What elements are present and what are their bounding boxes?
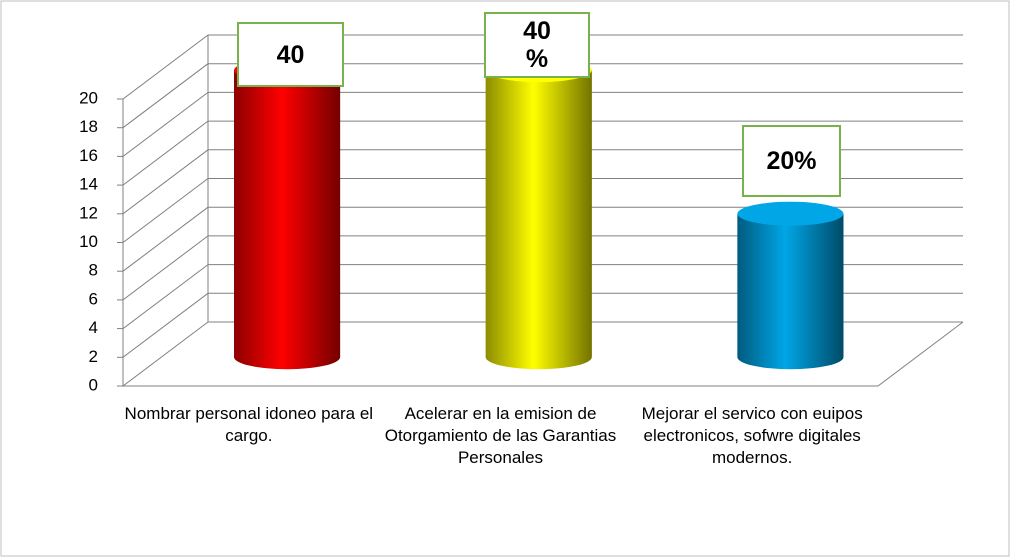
bar xyxy=(234,70,341,370)
y-tick-label: 18 xyxy=(79,117,98,136)
grid-line xyxy=(122,292,209,358)
grid-line xyxy=(122,34,209,100)
y-tick-label: 4 xyxy=(89,318,98,337)
grid-line xyxy=(122,92,209,157)
bar-top xyxy=(737,201,844,226)
grid-line xyxy=(122,120,209,186)
y-tick-label: 2 xyxy=(89,347,98,366)
grid-line xyxy=(122,264,209,329)
data-annotation: 40 % xyxy=(484,12,590,78)
x-tick-label: Nombrar personal idoneo para el cargo. xyxy=(124,404,374,445)
x-tick-label: Mejorar el servico con euipos electronic… xyxy=(641,404,863,467)
grid-line xyxy=(122,149,209,215)
data-annotation: 40 xyxy=(237,22,344,87)
grid-line xyxy=(122,235,209,301)
data-annotation: 20% xyxy=(742,125,841,197)
x-tick-label: Acelerar en la emision de Otorgamiento d… xyxy=(384,404,617,467)
y-tick-label: 20 xyxy=(79,88,98,107)
y-tick-label: 0 xyxy=(89,375,98,394)
y-tick-label: 12 xyxy=(79,203,98,222)
y-tick-label: 16 xyxy=(79,146,98,165)
grid-line xyxy=(122,178,209,243)
y-tick-label: 10 xyxy=(79,232,98,251)
grid-line xyxy=(122,206,209,272)
y-tick-label: 14 xyxy=(79,175,98,194)
y-tick-label: 8 xyxy=(89,261,98,280)
bar xyxy=(485,70,592,370)
grid-line xyxy=(122,321,209,387)
bar xyxy=(737,213,844,370)
grid-line xyxy=(122,63,209,129)
floor xyxy=(877,321,964,387)
y-tick-label: 6 xyxy=(89,289,98,308)
